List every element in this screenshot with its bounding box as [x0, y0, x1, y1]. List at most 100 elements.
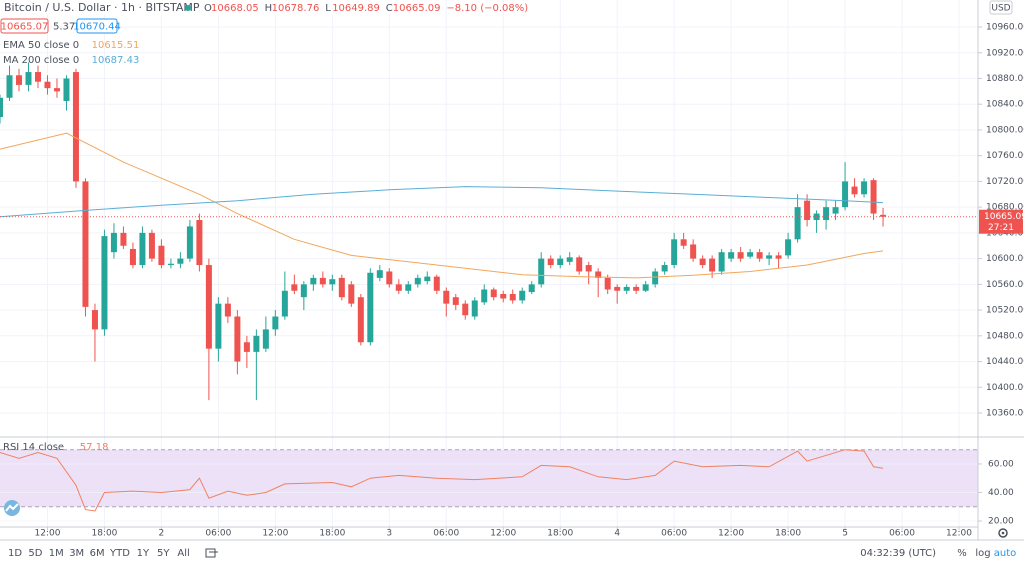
candle-body — [63, 78, 70, 101]
candle-body — [566, 257, 573, 262]
range-button[interactable]: 1D — [8, 548, 22, 559]
range-button[interactable]: 3M — [69, 548, 84, 559]
y-tick-label: 10600.00 — [986, 254, 1024, 264]
y-tick-label: 10760.00 — [986, 151, 1024, 161]
candle-body — [310, 277, 317, 285]
x-tick-label: 3 — [386, 529, 392, 539]
range-button[interactable]: 5Y — [157, 548, 170, 559]
legend-value: 10687.43 — [92, 55, 140, 66]
x-tick-label: 12:00 — [35, 529, 61, 539]
range-button[interactable]: 6M — [90, 548, 105, 559]
candle-body — [737, 252, 744, 259]
scale-option[interactable]: log — [975, 548, 990, 559]
x-tick-label: 18:00 — [547, 529, 573, 539]
candle-body — [842, 181, 849, 208]
spread: 5.37 — [53, 22, 75, 33]
indicator-line — [0, 132, 884, 279]
range-button[interactable]: 1M — [49, 548, 64, 559]
candle-body — [490, 289, 497, 298]
y-tick-label: 40.00 — [988, 488, 1014, 498]
candle-body — [576, 257, 583, 272]
legend-name: EMA 50 close 0 — [3, 40, 79, 51]
compare-icon[interactable] — [205, 548, 218, 558]
candle-body — [44, 81, 51, 89]
candle-body — [15, 75, 22, 85]
candle-body — [234, 316, 241, 362]
candle-body — [728, 252, 735, 259]
status-dot — [185, 5, 191, 11]
candle-body — [528, 284, 535, 293]
ohlc-value: 10678.76 — [272, 3, 320, 14]
x-tick-label: 4 — [614, 529, 620, 539]
candle-body — [395, 284, 402, 291]
candle-body — [775, 255, 782, 259]
ohlc-value: 10649.89 — [332, 3, 380, 14]
candle-body — [519, 290, 526, 301]
x-tick-label: 12:00 — [718, 529, 744, 539]
candle-body — [177, 258, 184, 264]
x-tick-label: 12:00 — [262, 529, 288, 539]
indicator-line — [0, 186, 884, 218]
candle-body — [6, 75, 13, 98]
candle-body — [253, 335, 260, 352]
last-price-tag — [979, 209, 1023, 234]
candle-body — [623, 286, 630, 291]
candle-body — [424, 276, 431, 282]
candle-body — [367, 272, 374, 343]
bid-box[interactable] — [0, 18, 49, 34]
ask-box[interactable] — [76, 18, 118, 34]
y-tick-label: 10840.00 — [986, 100, 1024, 110]
x-tick-label: 2 — [159, 529, 165, 539]
candle-body — [642, 284, 649, 291]
candle-body — [129, 248, 136, 266]
range-button[interactable]: 1Y — [137, 548, 150, 559]
currency: USD — [991, 4, 1010, 14]
scale-option[interactable]: auto — [994, 548, 1017, 559]
scale-option[interactable]: % — [957, 548, 967, 559]
candle-body — [452, 297, 459, 305]
candle-body — [357, 297, 364, 343]
candle-body — [794, 207, 801, 240]
last-price-label: 10665.09 — [984, 212, 1024, 222]
bid: 10665.07 — [1, 22, 49, 33]
candle-body — [614, 286, 621, 291]
rsi-line — [0, 449, 884, 512]
ohlc-key: H — [265, 3, 273, 14]
candle-body — [300, 284, 307, 298]
candle-body — [329, 279, 336, 285]
x-tick-label: 18:00 — [319, 529, 345, 539]
candle-body — [376, 270, 383, 278]
candle-body — [471, 300, 478, 317]
range-button[interactable]: YTD — [109, 548, 130, 559]
x-tick-label: 06:00 — [205, 529, 231, 539]
header-bg — [0, 0, 440, 15]
y-tick-label: 10480.00 — [986, 331, 1024, 341]
indicator-legend: EMA 50 close 0 10615.51 MA 200 close 0 1068… — [3, 40, 139, 66]
candle-body — [148, 232, 155, 259]
y-tick-label: 10800.00 — [986, 125, 1024, 135]
y-tick-label: 10880.00 — [986, 74, 1024, 84]
candle-body — [680, 239, 687, 246]
candle-body — [699, 258, 706, 266]
currency-box[interactable] — [989, 0, 1013, 15]
symbol-title: Bitcoin / U.S. Dollar · 1h · BITSTAMP — [4, 1, 200, 14]
plot — [0, 62, 978, 401]
ohlc-key: C — [386, 3, 393, 14]
logo — [4, 500, 20, 516]
y-tick-label: 10720.00 — [986, 177, 1024, 187]
gear-icon[interactable] — [998, 528, 1008, 538]
candle-body — [832, 207, 839, 214]
ohlc-legend: O 10668.05 H 10678.76 L 10649.89 C 10665.09 −8.1… — [204, 3, 528, 14]
legend-name: MA 200 close 0 — [3, 55, 79, 66]
candle-body — [101, 236, 108, 330]
range-button[interactable]: 5D — [28, 548, 42, 559]
y-tick-label: 20.00 — [988, 517, 1014, 527]
rsi-value: 57.18 — [80, 442, 109, 453]
candle-body — [25, 72, 32, 85]
candle-body — [747, 252, 754, 257]
candle-body — [433, 276, 440, 291]
range-button[interactable]: All — [177, 548, 189, 559]
x-tick-label: 12:00 — [946, 529, 972, 539]
y-tick-label: 10440.00 — [986, 357, 1024, 367]
